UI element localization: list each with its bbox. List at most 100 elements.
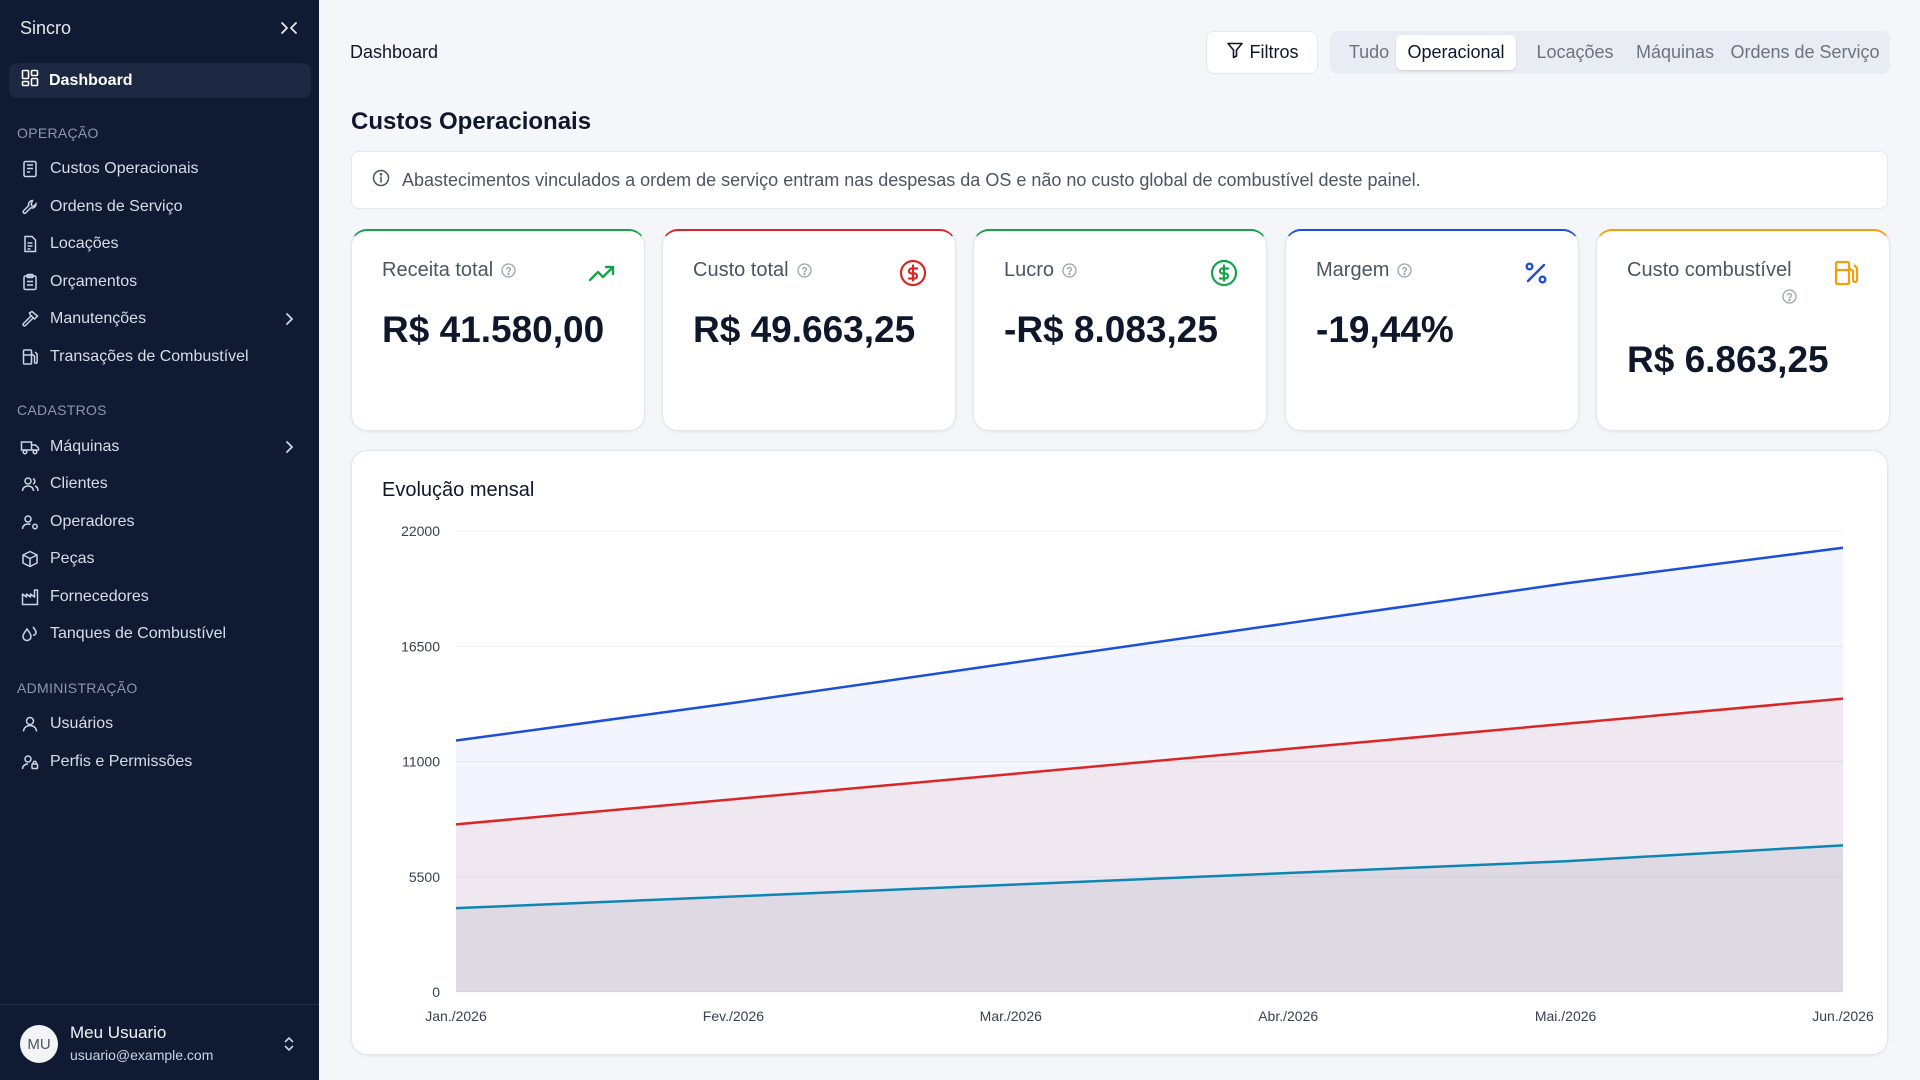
kpi-label-text: Margem <box>1316 259 1390 281</box>
kpi-label: Lucro <box>1004 259 1077 282</box>
kpi-card-custo-total: Custo total R$ 49.663,25 <box>662 229 956 431</box>
sidebar-item-maquinas[interactable]: Máquinas <box>20 433 300 461</box>
avatar: MU <box>20 1025 58 1063</box>
sidebar-item-label: Ordens de Serviço <box>50 198 183 215</box>
help-icon[interactable] <box>796 263 812 278</box>
x-tick-label: Mar./2026 <box>980 1008 1042 1024</box>
kpi-label: Custo total <box>693 259 812 282</box>
sidebar-item-label: Peças <box>50 550 95 567</box>
y-tick-label: 16500 <box>401 638 440 654</box>
series-line <box>455 844 1844 910</box>
sidebar-item-locacoes[interactable]: Locações <box>20 230 300 258</box>
users-icon <box>20 474 40 494</box>
kpi-label: Receita total <box>382 259 516 282</box>
kpi-label-text: Custo total <box>693 259 789 281</box>
kpi-value: -R$ 8.083,25 <box>1004 309 1218 350</box>
tab-maquinas[interactable]: Máquinas <box>1635 42 1715 62</box>
kpi-value: R$ 49.663,25 <box>693 309 916 350</box>
breadcrumb: Dashboard <box>350 42 439 62</box>
filter-button[interactable]: Filtros <box>1206 31 1318 74</box>
sidebar-header: Sincro <box>20 16 300 40</box>
sidebar-item-operadores[interactable]: Operadores <box>20 508 300 536</box>
user-profile[interactable]: MU Meu Usuario usuario@example.com <box>0 1004 319 1080</box>
droplets-icon <box>20 624 40 644</box>
sidebar-item-orcamentos[interactable]: Orçamentos <box>20 268 300 296</box>
series-area <box>456 547 1843 992</box>
help-icon[interactable] <box>501 263 516 278</box>
x-tick-label: Jun./2026 <box>1812 1008 1874 1024</box>
sidebar-item-clientes[interactable]: Clientes <box>20 470 300 498</box>
chevron-right-icon <box>284 439 300 455</box>
chevron-right-icon <box>284 311 300 327</box>
y-tick-label: 5500 <box>409 869 440 885</box>
sidebar-item-transacoes-combustivel[interactable]: Transações de Combustível <box>20 343 300 371</box>
user-email: usuario@example.com <box>70 1047 214 1063</box>
sidebar-item-label: Manutenções <box>50 310 147 327</box>
truck-icon <box>20 437 40 457</box>
filter-label: Filtros <box>1249 42 1299 62</box>
sidebar: Sincro Dashboard OPERAÇÃO Custos Operaci… <box>0 0 319 1080</box>
x-tick-label: Fev./2026 <box>703 1008 764 1024</box>
user-lock-icon <box>20 752 40 772</box>
package-icon <box>20 549 40 569</box>
percent-icon <box>1522 259 1550 287</box>
tab-tudo[interactable]: Tudo <box>1348 42 1390 62</box>
sidebar-item-label: Dashboard <box>49 71 133 89</box>
kpi-value: R$ 6.863,25 <box>1627 339 1829 380</box>
info-banner: Abastecimentos vinculados a ordem de ser… <box>351 151 1888 209</box>
sidebar-item-label: Máquinas <box>50 438 120 455</box>
info-text: Abastecimentos vinculados a ordem de ser… <box>402 169 1421 190</box>
user-icon <box>20 714 40 734</box>
series-line <box>455 546 1844 742</box>
sidebar-item-manutencoes[interactable]: Manutenções <box>20 305 300 333</box>
user-name: Meu Usuario <box>70 1023 167 1042</box>
fuel-icon <box>20 347 40 367</box>
x-tick-label: Abr./2026 <box>1258 1008 1318 1024</box>
sidebar-item-label: Clientes <box>50 475 108 492</box>
sidebar-item-pecas[interactable]: Peças <box>20 545 300 573</box>
dashboard-icon <box>21 69 39 92</box>
x-tick-label: Jan./2026 <box>425 1008 487 1024</box>
sidebar-item-usuarios[interactable]: Usuários <box>20 710 300 738</box>
sidebar-item-label: Custos Operacionais <box>50 160 199 177</box>
sidebar-item-tanques-combustivel[interactable]: Tanques de Combustível <box>20 620 300 648</box>
tab-locacoes[interactable]: Locações <box>1536 42 1614 62</box>
y-tick-label: 11000 <box>402 754 440 770</box>
sidebar-item-label: Usuários <box>50 715 114 732</box>
sidebar-item-label: Operadores <box>50 513 135 530</box>
help-icon[interactable] <box>1062 263 1077 278</box>
tab-ordens-de-servico[interactable]: Ordens de Serviço <box>1730 42 1880 62</box>
tab-operacional[interactable]: Operacional <box>1396 35 1516 70</box>
filter-icon <box>1226 41 1244 64</box>
sidebar-item-label: Orçamentos <box>50 273 138 290</box>
kpi-value: -19,44% <box>1316 309 1454 350</box>
sidebar-item-label: Locações <box>50 235 119 252</box>
kpi-value: R$ 41.580,00 <box>382 309 605 350</box>
dollar-circle-icon <box>899 259 927 287</box>
sidebar-item-custos-operacionais[interactable]: Custos Operacionais <box>20 155 300 183</box>
chart-title: Evolução mensal <box>382 479 535 501</box>
receipt-icon <box>20 159 40 179</box>
user-cog-icon <box>20 512 40 532</box>
sidebar-item-dashboard[interactable]: Dashboard <box>9 63 311 98</box>
sidebar-item-fornecedores[interactable]: Fornecedores <box>20 583 300 611</box>
kpi-label-text: Lucro <box>1004 259 1055 281</box>
help-icon[interactable] <box>1397 263 1413 278</box>
kpi-card-receita-total: Receita total R$ 41.580,00 <box>351 229 645 431</box>
chevrons-up-down-icon[interactable] <box>280 1033 298 1055</box>
series-line <box>455 697 1844 826</box>
sidebar-item-ordens-de-servico[interactable]: Ordens de Serviço <box>20 193 300 221</box>
y-tick-label: 0 <box>432 984 440 1000</box>
collapse-sidebar-icon[interactable] <box>278 17 300 39</box>
fuel-pump-icon <box>1833 259 1861 287</box>
kpi-label-text: Receita total <box>382 259 494 281</box>
section-title-cadastros: CADASTROS <box>17 402 107 418</box>
chart-card: Evolução mensal 0 5500 11000 16500 22000 Jan.… <box>351 450 1888 1055</box>
sidebar-item-label: Tanques de Combustível <box>50 625 227 642</box>
x-tick-label: Mai./2026 <box>1535 1008 1597 1024</box>
trending-up-icon <box>588 259 616 287</box>
sidebar-item-label: Fornecedores <box>50 588 149 605</box>
help-icon[interactable] <box>1782 289 1797 304</box>
monthly-evolution-chart: 0 5500 11000 16500 22000 Jan./2026 Fev./2026 Ma… <box>401 523 1874 1024</box>
sidebar-item-perfis-permissoes[interactable]: Perfis e Permissões <box>20 748 300 776</box>
